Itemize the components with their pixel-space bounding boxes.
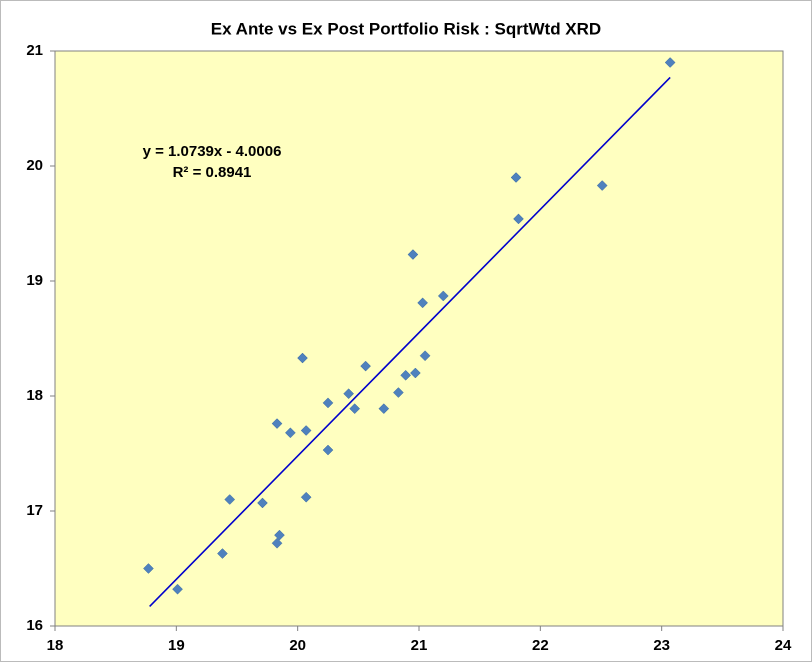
x-tick-label: 24 <box>775 637 792 654</box>
y-tick-label: 20 <box>26 157 43 174</box>
y-tick-label: 21 <box>26 42 43 59</box>
data-point <box>410 367 421 379</box>
x-tick-label: 21 <box>411 637 428 654</box>
data-point <box>322 397 334 409</box>
data-point <box>510 172 522 183</box>
data-point <box>285 427 296 439</box>
r-squared: R² = 0.8941 <box>173 164 252 181</box>
y-tick-label: 18 <box>26 387 43 404</box>
x-tick-label: 23 <box>653 637 670 654</box>
data-point <box>378 403 390 415</box>
plot-area <box>54 50 784 627</box>
x-tick-label: 20 <box>289 637 306 654</box>
y-tick-label: 19 <box>26 272 43 289</box>
x-tick-label: 19 <box>168 637 185 654</box>
data-point <box>407 249 419 260</box>
x-tick-label: 22 <box>532 637 549 654</box>
data-point <box>271 537 283 549</box>
data-point <box>297 352 308 364</box>
data-point <box>257 497 268 509</box>
data-point <box>437 290 449 302</box>
trendline-equation: y = 1.0739x - 4.0006 <box>143 143 282 160</box>
data-point <box>224 494 236 505</box>
data-point <box>271 418 283 429</box>
data-point <box>343 388 354 400</box>
chart-title: Ex Ante vs Ex Post Portfolio Risk : Sqrt… <box>211 19 601 38</box>
data-point <box>417 297 428 309</box>
data-point <box>419 350 431 362</box>
data-point <box>393 387 404 398</box>
data-point <box>217 548 228 559</box>
y-tick-label: 16 <box>26 617 43 634</box>
data-point <box>400 369 412 381</box>
data-point <box>274 529 285 541</box>
data-point <box>300 425 312 436</box>
trendline <box>149 76 671 608</box>
data-point <box>596 180 608 191</box>
data-point <box>143 563 154 574</box>
data-point <box>300 491 312 503</box>
data-point <box>322 444 334 456</box>
data-point <box>349 403 361 415</box>
y-tick-label: 17 <box>26 502 43 519</box>
data-point <box>360 360 371 372</box>
data-point <box>664 57 676 68</box>
x-tick-label: 18 <box>47 637 64 654</box>
data-point <box>172 583 183 595</box>
data-point <box>513 213 524 225</box>
